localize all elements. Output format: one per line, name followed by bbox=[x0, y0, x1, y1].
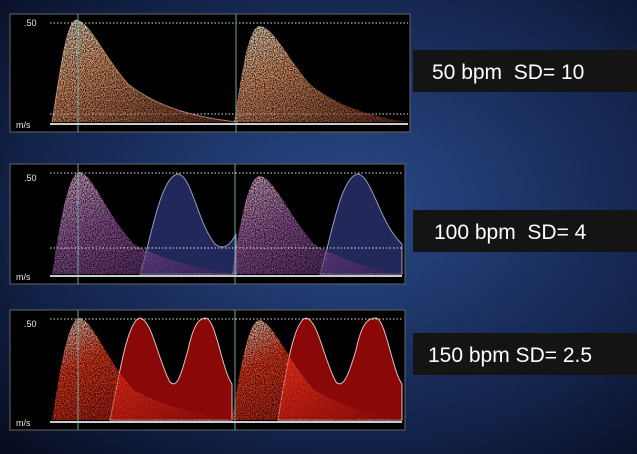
doppler-panel: .50 m/s bbox=[9, 309, 406, 431]
unit-label: m/s bbox=[16, 120, 31, 130]
caption-bar bbox=[413, 210, 637, 252]
caption-bar bbox=[413, 50, 637, 92]
caption: 150 bpm SD= 2.5 bbox=[428, 344, 592, 367]
scale-label: .50 bbox=[24, 319, 37, 329]
doppler-panel: .50 m/s bbox=[9, 13, 411, 133]
caption: 100 bpm SD= 4 bbox=[434, 221, 587, 244]
scale-label: .50 bbox=[24, 173, 37, 183]
unit-label: m/s bbox=[16, 272, 31, 282]
scale-label: .50 bbox=[24, 18, 37, 28]
unit-label: m/s bbox=[16, 418, 31, 428]
doppler-panel: .50 m/s bbox=[9, 163, 406, 285]
caption-bar bbox=[413, 333, 637, 375]
caption: 50 bpm SD= 10 bbox=[432, 61, 584, 84]
